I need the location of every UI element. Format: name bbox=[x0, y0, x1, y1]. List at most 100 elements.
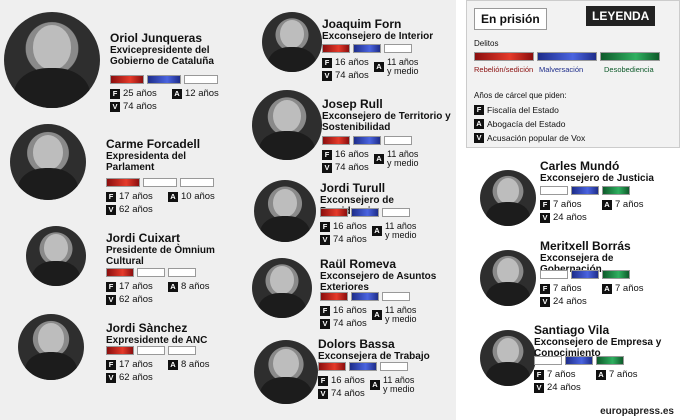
legend-label-desobediencia: Desobediencia bbox=[604, 65, 654, 74]
person-role: Exconsejero de Presidencia bbox=[320, 195, 394, 217]
crime-bar-empty bbox=[382, 292, 410, 301]
legend-bar-malversacion bbox=[537, 52, 597, 61]
key-tag-v: V bbox=[320, 319, 330, 329]
crime-bars bbox=[320, 208, 410, 217]
key-tag-v: V bbox=[320, 235, 330, 245]
photo-body bbox=[258, 292, 306, 318]
crime-bar-blue bbox=[565, 356, 593, 365]
legend-crimes-heading: Delitos bbox=[474, 39, 499, 48]
person-name: Meritxell Borrás bbox=[540, 239, 631, 253]
person-role: Presidente de Òmnium Cultural bbox=[106, 245, 215, 267]
crime-bar-red bbox=[106, 346, 134, 355]
crime-bar-red bbox=[106, 268, 134, 277]
crime-bar-green bbox=[596, 356, 624, 365]
sentence-v: V 24 años bbox=[540, 297, 587, 307]
photo-head bbox=[37, 323, 65, 354]
legend-years-heading: Años de cárcel que piden: bbox=[474, 91, 567, 100]
sentence-v: V 62 años bbox=[106, 373, 153, 383]
key-tag-f: F bbox=[106, 360, 116, 370]
sentence-value-a: 11 años y medio bbox=[383, 375, 415, 394]
person-role: Exconsejero de Asuntos Exteriores bbox=[320, 271, 437, 293]
sentence-f: F 16 años bbox=[322, 150, 369, 160]
sentence-f: F 25 años bbox=[110, 89, 157, 99]
sentence-value-v: 24 años bbox=[553, 296, 587, 307]
key-tag-a: A bbox=[602, 200, 612, 210]
crime-bar-blue bbox=[571, 270, 599, 279]
person-photo bbox=[252, 90, 322, 160]
crime-bars bbox=[540, 186, 630, 195]
crime-bar-empty bbox=[380, 362, 408, 371]
person-photo bbox=[254, 180, 316, 242]
key-tag-v: V bbox=[318, 389, 328, 399]
crime-bar-blue bbox=[349, 362, 377, 371]
crime-bar-green bbox=[602, 186, 630, 195]
photo-head bbox=[44, 234, 68, 262]
crime-bars bbox=[322, 136, 412, 145]
sentence-v: V 74 años bbox=[320, 235, 367, 245]
key-tag-v: V bbox=[106, 295, 116, 305]
sentence-value-v: 74 años bbox=[333, 318, 367, 329]
crime-bar-red bbox=[320, 208, 348, 217]
person-role: Exvicepresidente del Gobierno de Cataluñ… bbox=[110, 45, 214, 67]
sentence-value-v: 74 años bbox=[335, 162, 369, 173]
crime-bar-red bbox=[106, 178, 140, 187]
sentence-value-a: 11 años y medio bbox=[387, 57, 419, 76]
crime-bars bbox=[106, 268, 196, 277]
sentence-value-v: 62 años bbox=[119, 372, 153, 383]
sentence-f: F 16 años bbox=[320, 306, 367, 316]
sentence-value-v: 74 años bbox=[333, 234, 367, 245]
person-photo bbox=[480, 250, 536, 306]
sentence-a: A 11 años y medio bbox=[370, 376, 421, 394]
legend-key-v: V Acusación popular de Vox bbox=[474, 133, 585, 143]
crime-bar-blue bbox=[353, 136, 381, 145]
person-role: Exconsejero de Territorio y Sostenibilid… bbox=[322, 111, 451, 133]
person-name: Jordi Sànchez bbox=[106, 321, 188, 335]
person-role: Exconsejero de Justicia bbox=[540, 173, 654, 184]
sentence-value-f: 17 años bbox=[119, 359, 153, 370]
key-tag-f: F bbox=[320, 222, 330, 232]
sentence-value-f: 16 años bbox=[333, 221, 367, 232]
person-name: Santiago Vila bbox=[534, 323, 610, 337]
sentence-value-f: 25 años bbox=[123, 88, 157, 99]
crime-bar-green bbox=[602, 270, 630, 279]
key-tag-v: V bbox=[322, 163, 332, 173]
crime-bar-blue bbox=[571, 186, 599, 195]
crime-bars bbox=[540, 270, 630, 279]
sentence-a: A 11 años y medio bbox=[374, 58, 425, 76]
photo-body bbox=[260, 215, 310, 242]
person-photo bbox=[252, 258, 312, 318]
sentence-value-f: 7 años bbox=[547, 369, 576, 380]
sentence-a: A 11 años y medio bbox=[372, 222, 423, 240]
sentence-v: V 62 años bbox=[106, 295, 153, 305]
sentence-a: A 11 años y medio bbox=[374, 150, 425, 168]
person-name: Jordi Turull bbox=[320, 181, 386, 195]
key-tag-f: F bbox=[540, 200, 550, 210]
photo-body bbox=[260, 377, 312, 404]
sentence-value-v: 74 años bbox=[123, 101, 157, 112]
sentence-f: F 17 años bbox=[106, 360, 153, 370]
photo-body bbox=[268, 46, 316, 72]
key-tag-v: V bbox=[540, 213, 550, 223]
sentence-value-a: 11 años y medio bbox=[387, 149, 419, 168]
key-tag-v: V bbox=[110, 102, 120, 112]
person-name: Carme Forcadell bbox=[106, 137, 201, 151]
crime-bars bbox=[320, 292, 410, 301]
photo-head bbox=[32, 134, 64, 170]
key-tag-a: A bbox=[372, 310, 382, 320]
key-tag-v: V bbox=[106, 205, 116, 215]
legend-label-malversacion: Malversación bbox=[539, 65, 584, 74]
photo-body bbox=[259, 130, 315, 160]
photo-head bbox=[496, 257, 520, 284]
key-tag-a: A bbox=[370, 380, 380, 390]
key-tag-a: A bbox=[474, 119, 484, 129]
crime-bars bbox=[110, 75, 218, 84]
sentence-value-f: 7 años bbox=[553, 283, 582, 294]
photo-body bbox=[485, 202, 531, 226]
sentence-value-a: 12 años bbox=[185, 88, 219, 99]
key-tag-v: V bbox=[106, 373, 116, 383]
legend-key-a-label: Abogacía del Estado bbox=[487, 119, 566, 129]
person-role: Exconsejera de Gobernación bbox=[540, 253, 614, 275]
sentence-value-v: 74 años bbox=[331, 388, 365, 399]
